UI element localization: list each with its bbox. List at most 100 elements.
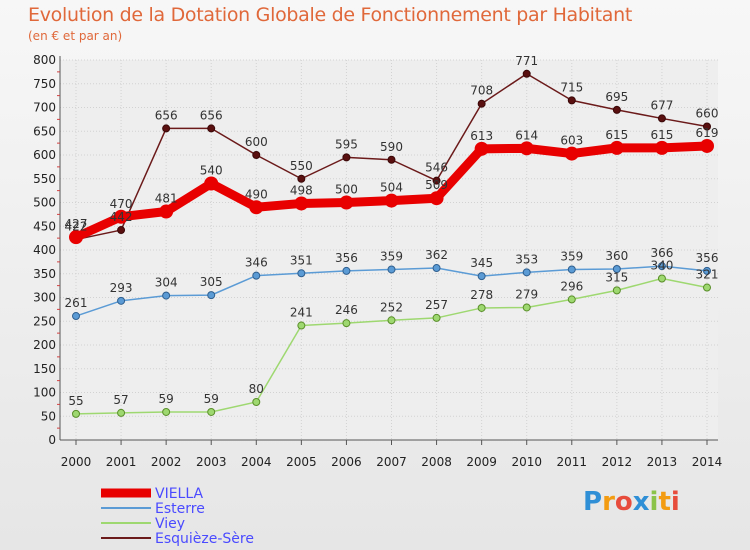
data-point: [477, 99, 486, 108]
data-point: [114, 209, 129, 224]
data-label: 252: [380, 300, 403, 314]
data-label: 296: [560, 279, 583, 293]
data-label: 427: [65, 217, 88, 231]
data-label: 257: [425, 298, 448, 312]
data-point: [567, 96, 576, 105]
legend-label: Viey: [155, 516, 185, 532]
data-label: 498: [290, 183, 313, 197]
data-point: [252, 271, 261, 280]
data-point: [477, 272, 486, 281]
data-point: [564, 146, 579, 161]
y-tick-label: 550: [33, 172, 56, 186]
data-label: 321: [696, 268, 719, 282]
y-tick-label: 400: [33, 243, 56, 257]
chart-subtitle: (en € et par an): [28, 29, 123, 43]
y-tick-label: 500: [33, 196, 56, 210]
data-label: 695: [605, 90, 628, 104]
data-label: 59: [204, 392, 219, 406]
data-point: [657, 114, 666, 123]
x-tick-label: 2005: [286, 455, 317, 469]
data-point: [612, 286, 621, 295]
data-point: [162, 407, 171, 416]
data-point: [384, 193, 399, 208]
data-label: 500: [335, 183, 358, 197]
data-point: [252, 398, 261, 406]
data-label: 656: [200, 108, 223, 122]
series-0: [69, 138, 714, 245]
data-label: 540: [200, 164, 223, 178]
data-point: [477, 303, 486, 312]
data-point: [522, 303, 531, 312]
data-point: [117, 296, 126, 305]
x-tick-label: 2012: [602, 455, 633, 469]
legend-label: Esquièze-Sère: [155, 531, 254, 547]
data-label: 360: [605, 249, 628, 263]
data-label: 677: [650, 98, 673, 112]
plot-area: [60, 60, 718, 440]
logo-letter: i: [670, 487, 680, 517]
data-label: 590: [380, 140, 403, 154]
data-label: 603: [560, 134, 583, 148]
y-tick-label: 300: [33, 291, 56, 305]
data-point: [72, 312, 80, 321]
data-point: [522, 268, 531, 277]
data-label: 600: [245, 135, 268, 149]
data-label: 595: [335, 137, 358, 151]
legend-label: VIELLA: [155, 486, 203, 502]
data-point: [432, 313, 441, 322]
y-tick-label: 650: [33, 124, 56, 138]
data-label: 615: [650, 128, 673, 142]
data-point: [249, 200, 264, 215]
data-label: 246: [335, 303, 358, 317]
data-point: [387, 316, 396, 325]
data-label: 504: [380, 181, 403, 195]
y-tick-label: 700: [33, 101, 56, 115]
data-label: 278: [470, 288, 493, 302]
y-tick-label: 250: [33, 314, 56, 328]
data-label: 613: [470, 129, 493, 143]
data-label: 422: [65, 220, 88, 234]
data-label: 351: [290, 253, 313, 267]
data-label: 509: [425, 178, 448, 192]
data-point: [519, 141, 534, 156]
data-label: 470: [110, 197, 133, 211]
data-point: [297, 321, 306, 330]
x-tick-label: 2004: [241, 455, 272, 469]
data-label: 550: [290, 159, 313, 173]
data-point: [207, 124, 216, 133]
data-point: [567, 265, 576, 274]
x-tick-label: 2003: [196, 455, 227, 469]
data-label: 356: [696, 251, 719, 265]
data-point: [204, 176, 219, 191]
data-point: [207, 407, 216, 416]
y-tick-label: 0: [48, 433, 56, 447]
y-tick-label: 50: [41, 409, 56, 423]
data-point: [387, 155, 396, 164]
x-tick-label: 2002: [151, 455, 182, 469]
x-tick-label: 2007: [376, 455, 407, 469]
data-point: [342, 153, 351, 162]
data-point: [657, 262, 666, 271]
data-point: [297, 174, 306, 183]
data-label: 57: [113, 393, 128, 407]
data-label: 546: [425, 161, 448, 175]
data-point: [522, 69, 531, 78]
x-tick-label: 2008: [421, 455, 452, 469]
data-label: 279: [515, 287, 538, 301]
data-point: [69, 230, 83, 245]
logo-letter: P: [583, 487, 603, 517]
y-tick-label: 200: [33, 338, 56, 352]
chart-title: Evolution de la Dotation Globale de Fonc…: [28, 4, 633, 26]
x-tick-label: 2006: [331, 455, 362, 469]
data-point: [654, 140, 669, 155]
logo-letter: t: [658, 487, 671, 517]
x-tick-label: 2013: [647, 455, 678, 469]
y-tick-label: 150: [33, 362, 56, 376]
data-label: 293: [110, 281, 133, 295]
y-tick-label: 450: [33, 219, 56, 233]
data-label: 615: [605, 128, 628, 142]
data-label: 481: [155, 192, 178, 206]
data-point: [703, 266, 711, 275]
y-tick-label: 600: [33, 148, 56, 162]
